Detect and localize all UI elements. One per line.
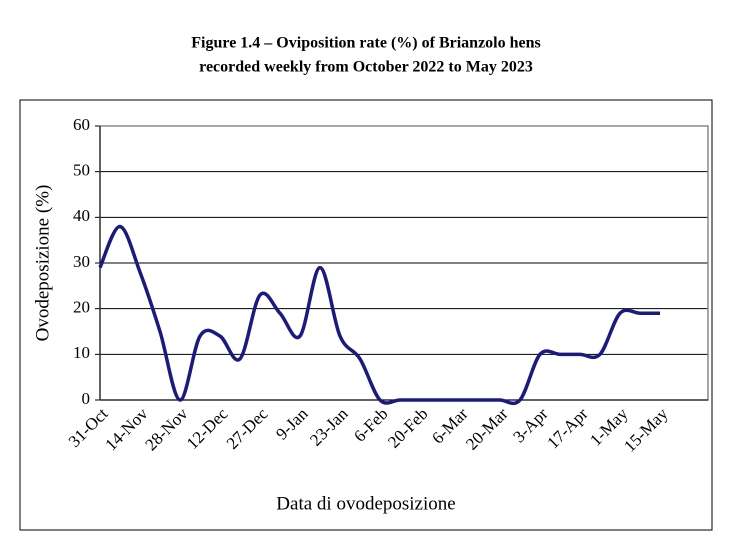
x-tick-label: 20-Mar xyxy=(462,404,512,454)
y-axis-label: Ovodeposizione (%) xyxy=(32,185,53,342)
x-tick-label: 28-Nov xyxy=(141,404,192,455)
x-tick-label: 9-Jan xyxy=(272,404,312,444)
x-tick-label: 15-May xyxy=(620,404,672,456)
x-tick-label: 27-Dec xyxy=(223,404,272,453)
chart-title: Figure 1.4 – Oviposition rate (%) of Bri… xyxy=(191,35,540,52)
y-tick-label: 40 xyxy=(73,206,90,225)
y-tick-label: 20 xyxy=(73,298,90,317)
y-tick-label: 0 xyxy=(82,389,91,408)
y-tick-label: 10 xyxy=(73,343,90,362)
x-tick-label: 14-Nov xyxy=(101,404,152,455)
x-tick-label: 20-Feb xyxy=(384,404,431,451)
chart-frame xyxy=(19,99,713,531)
y-tick-label: 30 xyxy=(73,252,90,271)
y-tick-label: 60 xyxy=(73,115,90,134)
chart-title: recorded weekly from October 2022 to May… xyxy=(199,59,533,76)
y-tick-label: 50 xyxy=(73,161,90,180)
data-line xyxy=(98,224,660,406)
x-tick-label: 23-Jan xyxy=(306,404,352,450)
x-tick-label: 17-Apr xyxy=(543,404,591,452)
x-axis-label: Data di ovodeposizione xyxy=(276,493,455,514)
x-tick-label: 12-Dec xyxy=(183,404,232,453)
